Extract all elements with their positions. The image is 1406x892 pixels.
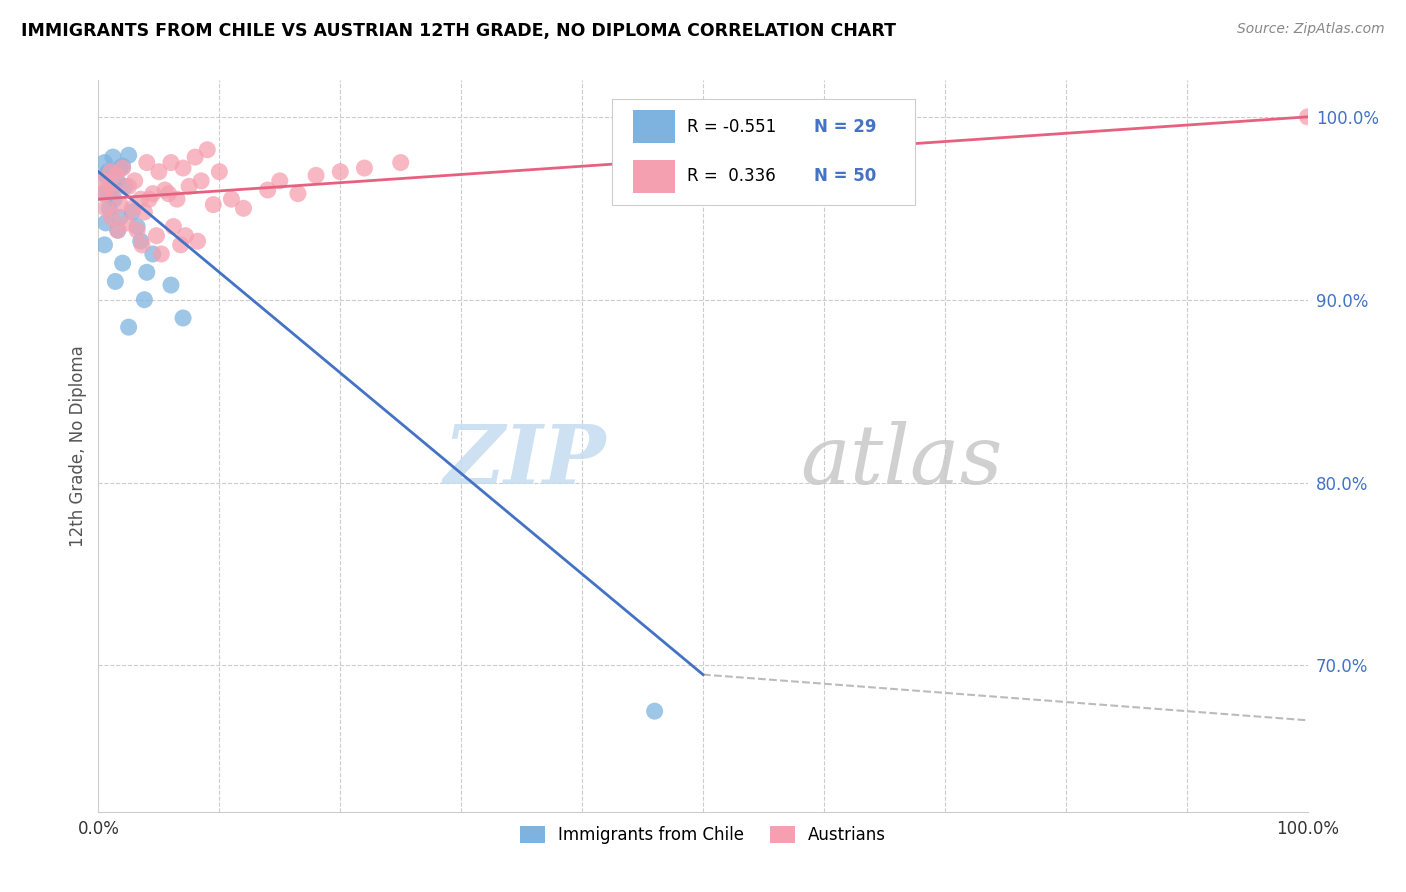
Point	[353, 161, 375, 175]
Point	[162, 219, 184, 234]
Point	[108, 211, 131, 225]
Point	[153, 183, 176, 197]
Point	[169, 238, 191, 252]
Point	[1296, 110, 1319, 124]
Point	[101, 150, 124, 164]
Point	[121, 205, 143, 219]
Point	[118, 179, 141, 194]
Point	[166, 192, 188, 206]
Point	[138, 192, 160, 206]
Point	[111, 159, 134, 173]
Point	[389, 155, 412, 169]
Point	[305, 169, 328, 183]
Text: N = 29: N = 29	[814, 118, 877, 136]
Point	[124, 174, 146, 188]
Point	[160, 278, 183, 293]
Point	[117, 216, 139, 230]
Text: N = 50: N = 50	[814, 168, 876, 186]
Point	[135, 265, 157, 279]
Point	[114, 179, 136, 194]
Point	[101, 183, 124, 197]
Point	[94, 216, 117, 230]
Point	[179, 179, 201, 194]
FancyBboxPatch shape	[633, 160, 675, 193]
Point	[172, 161, 194, 175]
Point	[142, 186, 165, 201]
Point	[157, 186, 180, 201]
Point	[150, 247, 173, 261]
Point	[100, 164, 122, 178]
Point	[100, 211, 122, 225]
Point	[111, 161, 134, 175]
Point	[91, 174, 114, 188]
Point	[187, 234, 209, 248]
Point	[134, 205, 156, 219]
Point	[174, 228, 197, 243]
Y-axis label: 12th Grade, No Diploma: 12th Grade, No Diploma	[69, 345, 87, 547]
Point	[104, 275, 127, 289]
Point	[232, 202, 254, 216]
Point	[107, 223, 129, 237]
Point	[145, 228, 167, 243]
Point	[127, 223, 149, 237]
Point	[287, 186, 309, 201]
Point	[644, 704, 666, 718]
Point	[131, 238, 153, 252]
Text: R = -0.551: R = -0.551	[688, 118, 776, 136]
Point	[202, 197, 225, 211]
Point	[269, 174, 291, 188]
FancyBboxPatch shape	[633, 111, 675, 144]
Point	[121, 202, 143, 216]
Point	[91, 186, 114, 201]
Point	[195, 143, 218, 157]
Point	[93, 155, 115, 169]
Point	[329, 164, 352, 178]
Point	[160, 155, 183, 169]
FancyBboxPatch shape	[613, 99, 915, 204]
Point	[94, 169, 117, 183]
Point	[190, 174, 212, 188]
Point	[127, 219, 149, 234]
Point	[94, 202, 117, 216]
Point	[108, 197, 131, 211]
Point	[129, 192, 152, 206]
Text: ZIP: ZIP	[444, 421, 606, 500]
Point	[105, 174, 128, 188]
Point	[172, 311, 194, 326]
Point	[118, 148, 141, 162]
Text: R =  0.336: R = 0.336	[688, 168, 776, 186]
Point	[118, 320, 141, 334]
Point	[105, 169, 128, 183]
Point	[256, 183, 278, 197]
Legend: Immigrants from Chile, Austrians: Immigrants from Chile, Austrians	[513, 820, 893, 851]
Point	[111, 256, 134, 270]
Point	[103, 192, 125, 206]
Point	[208, 164, 231, 178]
Point	[108, 161, 131, 175]
Text: IMMIGRANTS FROM CHILE VS AUSTRIAN 12TH GRADE, NO DIPLOMA CORRELATION CHART: IMMIGRANTS FROM CHILE VS AUSTRIAN 12TH G…	[21, 22, 896, 40]
Point	[93, 238, 115, 252]
Text: Source: ZipAtlas.com: Source: ZipAtlas.com	[1237, 22, 1385, 37]
Point	[107, 223, 129, 237]
Point	[134, 293, 156, 307]
Point	[135, 155, 157, 169]
Point	[100, 183, 122, 197]
Point	[98, 202, 121, 216]
Point	[129, 234, 152, 248]
Point	[148, 164, 170, 178]
Point	[221, 192, 243, 206]
Point	[184, 150, 207, 164]
Point	[97, 164, 120, 178]
Point	[142, 247, 165, 261]
Text: atlas: atlas	[800, 421, 1002, 500]
Point	[97, 179, 120, 194]
Point	[93, 186, 115, 201]
